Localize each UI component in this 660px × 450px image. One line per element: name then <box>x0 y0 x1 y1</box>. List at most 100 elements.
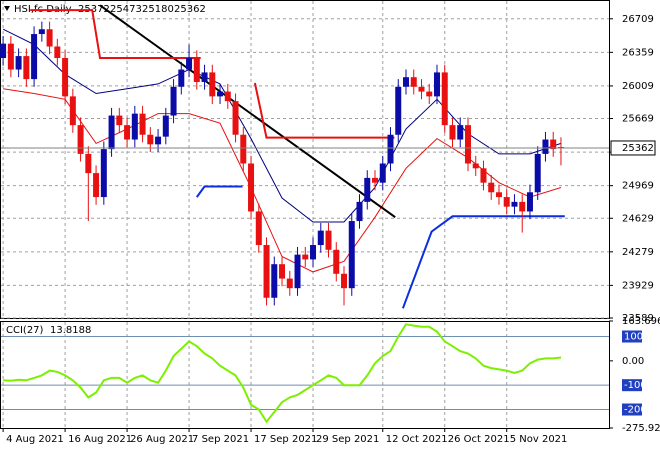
y-tick-label: 24279 <box>622 247 654 258</box>
overlay-line <box>253 82 395 139</box>
x-tick-label: 12 Oct 2021 <box>386 434 448 445</box>
candle-body <box>7 43 14 70</box>
candle-body <box>100 149 107 198</box>
candle-body <box>317 230 324 246</box>
level-box <box>622 330 642 343</box>
candle-body <box>31 34 38 80</box>
candle-body <box>77 125 84 154</box>
candle-body <box>93 173 100 198</box>
y-tick-label: 23589 <box>622 313 654 324</box>
candle-body <box>348 221 355 289</box>
candle-body <box>534 153 541 193</box>
candle-body <box>38 29 45 35</box>
candle-body <box>364 177 371 202</box>
y-tick-label: 0.00 <box>622 356 644 367</box>
candle-body <box>526 192 533 212</box>
indicator-title: CCI(27) <box>6 325 44 336</box>
overlay-line <box>99 4 396 219</box>
candle-body <box>155 136 162 145</box>
y-tick-label: 23929 <box>622 280 654 291</box>
candle-body <box>395 86 402 135</box>
x-tick-label: 17 Sep 2021 <box>254 434 317 445</box>
overlay-line <box>195 185 243 198</box>
y-tick-label: 26359 <box>622 47 654 58</box>
candle-body <box>23 56 30 80</box>
candle-body <box>341 273 348 289</box>
candle-body <box>186 58 193 70</box>
candle-body <box>418 86 425 92</box>
current-price-label: 25362 <box>622 143 654 154</box>
candle-body <box>488 182 495 193</box>
last-low: 25180 <box>142 4 174 15</box>
candle-body <box>240 134 247 164</box>
candle-body <box>217 91 224 97</box>
candle-body <box>162 115 169 137</box>
candle-body <box>441 72 448 126</box>
x-tick-label: 7 Sep 2021 <box>192 434 249 445</box>
candle-body <box>325 230 332 250</box>
y-tick-label: 24629 <box>622 213 654 224</box>
y-tick-label: 163.6968 <box>622 316 660 327</box>
candle-body <box>449 125 456 140</box>
candle-body <box>193 58 200 82</box>
candle-body <box>294 254 301 289</box>
y-tick-label: -275.924 <box>622 423 660 434</box>
candle-body <box>519 201 526 212</box>
y-tick-label: 25669 <box>622 114 654 125</box>
candle-body <box>464 125 471 164</box>
candle-body <box>279 264 286 279</box>
overlay-line <box>30 9 201 59</box>
level-box <box>622 403 642 416</box>
y-tick-label: -100 <box>624 380 647 391</box>
y-tick-label: 26709 <box>622 14 654 25</box>
x-tick-label: 5 Nov 2021 <box>510 434 568 445</box>
candle-body <box>85 153 92 174</box>
candle-body <box>124 125 131 140</box>
candle-body <box>54 46 61 59</box>
candle-body <box>472 163 479 169</box>
y-tick-label: -200 <box>624 405 647 416</box>
candle-body <box>503 197 510 207</box>
candle-body <box>139 113 146 135</box>
candle-body <box>224 91 231 102</box>
candle-body <box>511 201 518 207</box>
indicator-panel <box>0 321 610 429</box>
y-tick-label: 24969 <box>622 181 654 192</box>
candle-body <box>379 163 386 183</box>
main-panel <box>0 0 610 319</box>
candle-body <box>0 43 7 59</box>
x-tick-label: 26 Aug 2021 <box>130 434 194 445</box>
current-price-box <box>610 140 656 156</box>
menu-triangle <box>4 6 10 11</box>
x-tick-label: 26 Oct 2021 <box>448 434 510 445</box>
last-close: 25362 <box>174 4 206 15</box>
candle-body <box>495 192 502 198</box>
candle-body <box>248 163 255 212</box>
candle-body <box>302 254 309 260</box>
candle-body <box>116 115 123 126</box>
candle-body <box>69 96 76 126</box>
candle-body <box>170 86 177 116</box>
overlay-line <box>401 215 565 309</box>
x-tick-label: 16 Aug 2021 <box>68 434 132 445</box>
y-tick-label: 26009 <box>622 81 654 92</box>
x-tick-label: 4 Aug 2021 <box>6 434 64 445</box>
candle-body <box>286 278 293 289</box>
indicator-last: 13.8188 <box>50 325 91 336</box>
candle-body <box>108 115 115 150</box>
last-high: 25473 <box>110 4 142 15</box>
candle-body <box>255 211 262 246</box>
candle-body <box>310 245 317 260</box>
candle-body <box>232 101 239 135</box>
candle-body <box>62 58 69 97</box>
candle-body <box>209 72 216 97</box>
candle-body <box>410 77 417 87</box>
candle-body <box>178 69 185 87</box>
candle-body <box>542 139 549 154</box>
last-open: 25372 <box>78 4 110 15</box>
candle-body <box>201 72 208 82</box>
candle-body <box>271 264 278 298</box>
candle-body <box>457 125 464 140</box>
candle-body <box>15 56 22 70</box>
